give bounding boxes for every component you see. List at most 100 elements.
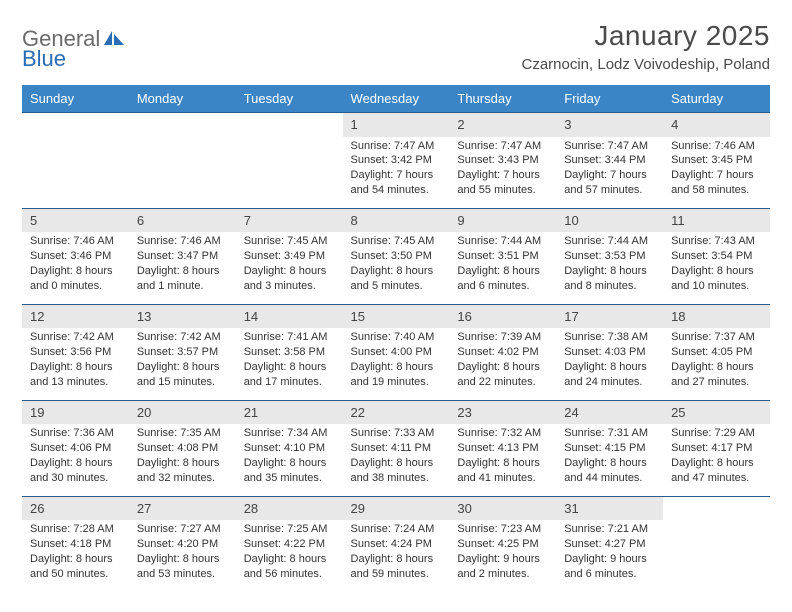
daylight1-text: Daylight: 8 hours [30, 552, 121, 567]
sunrise-text: Sunrise: 7:46 AM [30, 234, 121, 249]
col-saturday: Saturday [663, 85, 770, 113]
daylight2-text: and 38 minutes. [351, 471, 442, 486]
sunset-text: Sunset: 4:20 PM [137, 537, 228, 552]
daylight2-text: and 53 minutes. [137, 567, 228, 582]
daylight1-text: Daylight: 8 hours [137, 360, 228, 375]
day-detail: Sunrise: 7:34 AMSunset: 4:10 PMDaylight:… [236, 424, 343, 496]
sunset-text: Sunset: 3:45 PM [671, 153, 762, 168]
sunset-text: Sunset: 3:51 PM [457, 249, 548, 264]
sunrise-text: Sunrise: 7:44 AM [457, 234, 548, 249]
empty-cell [22, 113, 129, 137]
week-num-row: 12131415161718 [22, 304, 770, 328]
day-detail: Sunrise: 7:33 AMSunset: 4:11 PMDaylight:… [343, 424, 450, 496]
sunrise-text: Sunrise: 7:34 AM [244, 426, 335, 441]
calendar-body: 1234Sunrise: 7:47 AMSunset: 3:42 PMDayli… [22, 113, 770, 592]
empty-cell [663, 520, 770, 591]
day-number: 15 [343, 304, 450, 328]
day-number: 6 [129, 208, 236, 232]
daylight1-text: Daylight: 7 hours [351, 168, 442, 183]
sunrise-text: Sunrise: 7:36 AM [30, 426, 121, 441]
daylight1-text: Daylight: 8 hours [351, 552, 442, 567]
day-number: 4 [663, 113, 770, 137]
day-number: 23 [449, 400, 556, 424]
sunset-text: Sunset: 4:13 PM [457, 441, 548, 456]
day-number: 12 [22, 304, 129, 328]
sunset-text: Sunset: 4:06 PM [30, 441, 121, 456]
daylight2-text: and 0 minutes. [30, 279, 121, 294]
empty-cell [236, 113, 343, 137]
daylight2-text: and 58 minutes. [671, 183, 762, 198]
day-number: 5 [22, 208, 129, 232]
daylight2-text: and 22 minutes. [457, 375, 548, 390]
sunset-text: Sunset: 3:53 PM [564, 249, 655, 264]
daylight2-text: and 54 minutes. [351, 183, 442, 198]
daylight2-text: and 24 minutes. [564, 375, 655, 390]
sunset-text: Sunset: 3:57 PM [137, 345, 228, 360]
sunset-text: Sunset: 4:11 PM [351, 441, 442, 456]
brand-part2: Blue [22, 46, 66, 71]
sunset-text: Sunset: 4:25 PM [457, 537, 548, 552]
sunset-text: Sunset: 3:50 PM [351, 249, 442, 264]
day-detail: Sunrise: 7:29 AMSunset: 4:17 PMDaylight:… [663, 424, 770, 496]
daylight2-text: and 3 minutes. [244, 279, 335, 294]
sunset-text: Sunset: 3:43 PM [457, 153, 548, 168]
day-detail: Sunrise: 7:28 AMSunset: 4:18 PMDaylight:… [22, 520, 129, 591]
day-detail: Sunrise: 7:36 AMSunset: 4:06 PMDaylight:… [22, 424, 129, 496]
day-detail: Sunrise: 7:37 AMSunset: 4:05 PMDaylight:… [663, 328, 770, 400]
daylight1-text: Daylight: 8 hours [564, 360, 655, 375]
col-wednesday: Wednesday [343, 85, 450, 113]
daylight1-text: Daylight: 7 hours [564, 168, 655, 183]
day-detail: Sunrise: 7:44 AMSunset: 3:51 PMDaylight:… [449, 232, 556, 304]
sunrise-text: Sunrise: 7:35 AM [137, 426, 228, 441]
daylight1-text: Daylight: 8 hours [351, 456, 442, 471]
daylight1-text: Daylight: 8 hours [244, 360, 335, 375]
sunrise-text: Sunrise: 7:37 AM [671, 330, 762, 345]
daylight2-text: and 5 minutes. [351, 279, 442, 294]
sunrise-text: Sunrise: 7:24 AM [351, 522, 442, 537]
empty-cell [236, 137, 343, 209]
sunrise-text: Sunrise: 7:28 AM [30, 522, 121, 537]
day-number: 3 [556, 113, 663, 137]
location-text: Czarnocin, Lodz Voivodeship, Poland [522, 56, 771, 73]
sunset-text: Sunset: 3:49 PM [244, 249, 335, 264]
week-num-row: 567891011 [22, 208, 770, 232]
daylight1-text: Daylight: 8 hours [244, 264, 335, 279]
daylight2-text: and 1 minute. [137, 279, 228, 294]
sunset-text: Sunset: 4:24 PM [351, 537, 442, 552]
sunrise-text: Sunrise: 7:38 AM [564, 330, 655, 345]
daylight1-text: Daylight: 8 hours [137, 264, 228, 279]
page-header: General January 2025 Czarnocin, Lodz Voi… [22, 20, 770, 73]
sunset-text: Sunset: 4:02 PM [457, 345, 548, 360]
day-number: 21 [236, 400, 343, 424]
day-number: 25 [663, 400, 770, 424]
daylight2-text: and 35 minutes. [244, 471, 335, 486]
daylight1-text: Daylight: 8 hours [671, 456, 762, 471]
sunrise-text: Sunrise: 7:27 AM [137, 522, 228, 537]
day-detail: Sunrise: 7:47 AMSunset: 3:43 PMDaylight:… [449, 137, 556, 209]
daylight2-text: and 32 minutes. [137, 471, 228, 486]
daylight1-text: Daylight: 8 hours [671, 360, 762, 375]
col-friday: Friday [556, 85, 663, 113]
day-detail: Sunrise: 7:40 AMSunset: 4:00 PMDaylight:… [343, 328, 450, 400]
day-detail: Sunrise: 7:44 AMSunset: 3:53 PMDaylight:… [556, 232, 663, 304]
sunrise-text: Sunrise: 7:40 AM [351, 330, 442, 345]
daylight2-text: and 41 minutes. [457, 471, 548, 486]
week-num-row: 19202122232425 [22, 400, 770, 424]
daylight1-text: Daylight: 8 hours [137, 456, 228, 471]
sunrise-text: Sunrise: 7:32 AM [457, 426, 548, 441]
day-number: 9 [449, 208, 556, 232]
week-num-row: 262728293031 [22, 496, 770, 520]
day-number: 24 [556, 400, 663, 424]
daylight2-text: and 59 minutes. [351, 567, 442, 582]
daylight2-text: and 13 minutes. [30, 375, 121, 390]
day-detail: Sunrise: 7:35 AMSunset: 4:08 PMDaylight:… [129, 424, 236, 496]
day-number: 29 [343, 496, 450, 520]
day-detail: Sunrise: 7:32 AMSunset: 4:13 PMDaylight:… [449, 424, 556, 496]
day-number: 14 [236, 304, 343, 328]
daylight2-text: and 44 minutes. [564, 471, 655, 486]
daylight1-text: Daylight: 9 hours [457, 552, 548, 567]
day-detail: Sunrise: 7:27 AMSunset: 4:20 PMDaylight:… [129, 520, 236, 591]
sunrise-text: Sunrise: 7:45 AM [244, 234, 335, 249]
day-number: 13 [129, 304, 236, 328]
day-number: 10 [556, 208, 663, 232]
